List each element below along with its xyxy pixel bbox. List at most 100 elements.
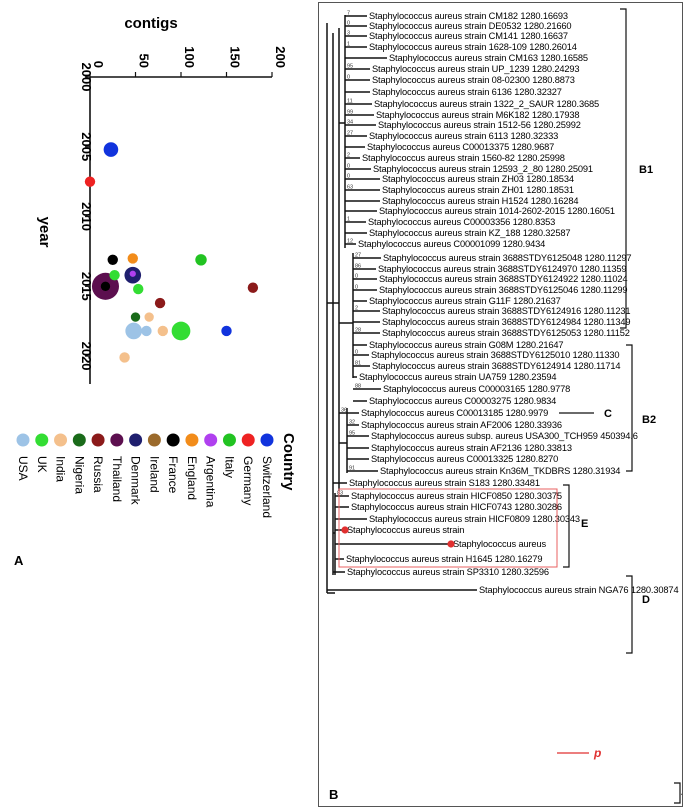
legend-swatch-ireland	[147, 433, 161, 447]
support-value: 0	[347, 21, 350, 27]
y-tick-label: 2005	[79, 132, 94, 161]
tree-leaf-label: Staphylococcus aureus strain KZ_188 1280…	[369, 228, 570, 238]
legend-swatch-russia	[91, 433, 105, 447]
data-point-russia	[154, 297, 166, 309]
tree-leaf-label: Staphylococcus aureus strain 1560-82 128…	[362, 153, 565, 163]
data-point-france	[100, 281, 111, 291]
y-axis-title: year	[36, 217, 53, 248]
tree-leaf-label: Staphylococcus aureus strain 3688STDY612…	[379, 285, 627, 295]
tree-leaf-label: Staphylococcus aureus C00003165 1280.977…	[383, 384, 570, 394]
support-value: 7	[347, 11, 350, 17]
tree-leaf-label: Staphylococcus aureus strain CM182 1280.…	[369, 11, 568, 21]
support-value: 95	[347, 64, 353, 70]
tree-leaf-label: Staphylococcus aureus strain AF2006 1280…	[361, 420, 562, 430]
tree-leaf-label: Staphylococcus aureus strain ZH01 1280.1…	[382, 185, 574, 195]
bracket-b1	[620, 8, 627, 329]
panel-b-label: B	[329, 787, 338, 802]
legend-swatch-denmark	[129, 433, 143, 447]
tree-leaf-label: Staphylococcus aureus strain S183 1280.3…	[349, 478, 540, 488]
tree-leaf-label: Staphylococcus aureus strain UA759 1280.…	[359, 372, 556, 382]
data-point-england	[127, 253, 138, 264]
legend-swatch-uk	[35, 433, 49, 447]
legend-swatch-england	[185, 433, 199, 447]
tree-svg: Staphylococcus aureus strain CM182 1280.…	[326, 8, 682, 804]
support-value: 0	[347, 75, 350, 81]
data-point-argentina	[129, 270, 136, 277]
bracket-a	[674, 782, 681, 804]
tree-leaf-label: Staphylococcus aureus C00003356 1280.835…	[368, 217, 555, 227]
legend-swatch-france	[166, 433, 180, 447]
tree-leaf-label: Staphylococcus aureus strain DE0532 1280…	[369, 21, 571, 31]
tree-leaf-label: Staphylococcus aureus strain ZH03 1280.1…	[382, 174, 574, 184]
tree-leaf-label: Staphylococcus aureus C00013375 1280.968…	[367, 142, 554, 152]
legend-swatch-usa	[16, 433, 30, 447]
data-point-india	[119, 352, 130, 363]
clade-label-b1: B1	[639, 164, 653, 176]
tree-leaf-label: Staphylococcus aureus strain 6136 1280.3…	[372, 87, 562, 97]
panel-a-label: A	[14, 553, 24, 568]
legend-swatch-germany	[241, 433, 255, 447]
data-point-uk	[171, 321, 191, 341]
y-tick-label: 2010	[79, 202, 94, 231]
tree-leaf-label: Staphylococcus aureus strain 3688STDY612…	[383, 253, 631, 263]
support-value: 0	[347, 164, 350, 170]
data-point-switzerland	[221, 325, 232, 337]
bracket-b2	[626, 344, 633, 472]
tree-leaf-label: Staphylococcus aureus strain 3688STDY612…	[378, 264, 626, 274]
support-value: 83	[337, 491, 343, 497]
legend-label-thailand: Thailand	[110, 456, 124, 502]
support-value: 63	[347, 185, 353, 191]
tree-leaf-label: Staphylococcus aureus strain G11F 1280.2…	[369, 296, 561, 306]
tree-leaf-label: Staphylococcus aureus C00013185 1280.997…	[361, 408, 548, 418]
legend-label-england: England	[185, 456, 199, 500]
clade-label-e: E	[581, 518, 588, 530]
data-point-usa	[125, 322, 142, 340]
support-value: 36	[341, 408, 347, 414]
tree-leaf-label: Staphylococcus aureus strain 1628-109 12…	[369, 42, 577, 52]
legend-title: Country	[280, 433, 297, 491]
legend-label-nigeria: Nigeria	[72, 456, 86, 494]
support-value: 27	[347, 131, 353, 137]
support-value: 12	[347, 239, 353, 245]
support-value: 32	[349, 420, 355, 426]
support-value: 81	[355, 361, 361, 367]
legend-label-usa: USA	[16, 456, 30, 481]
tree-leaf-label: Staphylococcus aureus strain UP_1239 128…	[372, 64, 579, 74]
highlight-marker	[341, 526, 349, 534]
support-value: 2	[355, 306, 358, 312]
support-value: 3	[347, 31, 350, 37]
tree-leaf-label: Staphylococcus aureus C00013325 1280.827…	[371, 454, 558, 464]
data-point-russia	[247, 282, 259, 293]
x-tick-label: 50	[137, 54, 152, 68]
x-tick-label: 0	[91, 61, 106, 68]
tree-leaf-label: Staphylococcus aureus strain HICF0743 12…	[351, 502, 562, 512]
legend-label-india: India	[54, 456, 68, 482]
tree-leaf-label: Staphylococcus aureus strain H1524 1280.…	[382, 196, 578, 206]
tree-leaf-label: Staphylococcus aureus strain 08-02300 12…	[372, 75, 575, 85]
y-tick-label: 2000	[79, 63, 94, 92]
x-tick-label: 150	[228, 46, 243, 68]
y-tick-label: 2020	[79, 342, 94, 371]
tree-leaf-label: Staphylococcus aureus strain G08M 1280.2…	[369, 340, 563, 350]
bracket-e	[563, 484, 570, 568]
tree-leaf-label: Staphylococcus aureus strain HICF0809 12…	[369, 514, 580, 524]
support-value: 11	[347, 99, 353, 105]
tree-leaf-label: Staphylococcus aureus strain 1512-56 128…	[378, 120, 581, 130]
support-value: 1	[347, 42, 350, 48]
clade-e-box	[338, 488, 558, 568]
data-point-usa	[141, 325, 152, 337]
tree-leaf-label: Staphylococcus aureus strain 3688STDY612…	[382, 317, 630, 327]
legend-label-russia: Russia	[91, 456, 105, 493]
legend-swatch-nigeria	[72, 433, 86, 447]
y-tick-label: 2015	[79, 272, 94, 301]
data-point-germany	[84, 176, 96, 187]
tree-leaf-label: Staphylococcus aureus strain 3688STDY612…	[372, 361, 620, 371]
clade-label-d: D	[642, 594, 650, 606]
tree-layer: Staphylococcus aureus strain CM182 1280.…	[326, 8, 682, 804]
tree-leaf-label: Staphylococcus aureus strain 1322_2_SAUR…	[374, 99, 599, 109]
highlight-marker	[447, 540, 455, 548]
legend-label-ireland: Ireland	[147, 456, 161, 493]
clade-label-a: A	[681, 786, 682, 798]
support-value: 28	[355, 328, 361, 334]
tree-leaf-label: Staphylococcus aureus strain H1645 1280.…	[346, 554, 542, 564]
